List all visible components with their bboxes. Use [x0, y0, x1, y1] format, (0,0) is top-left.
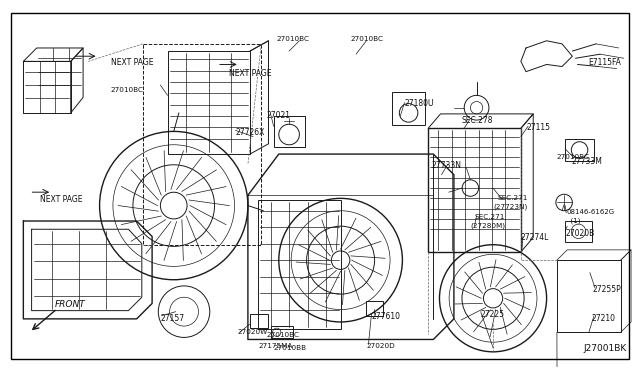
Text: 27210: 27210 [592, 314, 616, 323]
Text: FRONT: FRONT [54, 299, 85, 308]
Bar [366, 301, 383, 316]
Text: E7115FA: E7115FA [588, 58, 621, 67]
Text: SEC.271: SEC.271 [497, 195, 527, 201]
Text: 27010BC: 27010BC [557, 154, 590, 160]
Text: 27733M: 27733M [572, 157, 602, 166]
Text: (27723N): (27723N) [493, 203, 527, 210]
Bar [557, 260, 621, 332]
Text: 27225: 27225 [481, 310, 505, 318]
Text: 27021: 27021 [266, 111, 291, 120]
Bar [250, 314, 269, 328]
Text: 27010BC: 27010BC [276, 36, 310, 42]
Bar [565, 139, 594, 161]
Text: 27157: 27157 [161, 314, 184, 323]
Text: 27010BC: 27010BC [111, 87, 144, 93]
Text: SEC.271: SEC.271 [474, 214, 505, 220]
Text: 27274L: 27274L [521, 233, 549, 243]
Text: SEC.278: SEC.278 [461, 116, 493, 125]
Text: 27020D: 27020D [366, 343, 395, 349]
Text: (27280M): (27280M) [470, 222, 506, 228]
Text: 27010BB: 27010BB [274, 344, 307, 351]
Text: 27010BC: 27010BC [351, 36, 384, 42]
Text: NEXT PAGE: NEXT PAGE [40, 195, 83, 204]
Text: 277610: 277610 [371, 312, 401, 321]
Text: 27010BC: 27010BC [266, 332, 300, 338]
Text: 27733N: 27733N [431, 161, 461, 170]
Bar [428, 128, 521, 252]
Text: 27255P: 27255P [593, 285, 621, 294]
Text: 27020B: 27020B [565, 229, 595, 238]
Text: 08146-6162G: 08146-6162G [566, 209, 614, 215]
Text: 27180U: 27180U [404, 99, 434, 109]
Text: 27175MA: 27175MA [258, 343, 292, 349]
Bar [271, 326, 293, 339]
Text: NEXT PAGE: NEXT PAGE [229, 68, 272, 78]
Text: 27726X: 27726X [236, 128, 265, 137]
Text: 27115: 27115 [526, 123, 550, 132]
Bar [392, 92, 425, 125]
Text: 27020W: 27020W [237, 329, 268, 335]
Bar [258, 201, 340, 329]
Bar [565, 221, 592, 242]
Text: NEXT PAGE: NEXT PAGE [111, 58, 154, 67]
Bar [274, 116, 305, 147]
Bar [168, 51, 250, 154]
Text: J27001BK: J27001BK [584, 344, 627, 353]
Text: (1): (1) [566, 218, 580, 224]
Bar [143, 44, 261, 245]
